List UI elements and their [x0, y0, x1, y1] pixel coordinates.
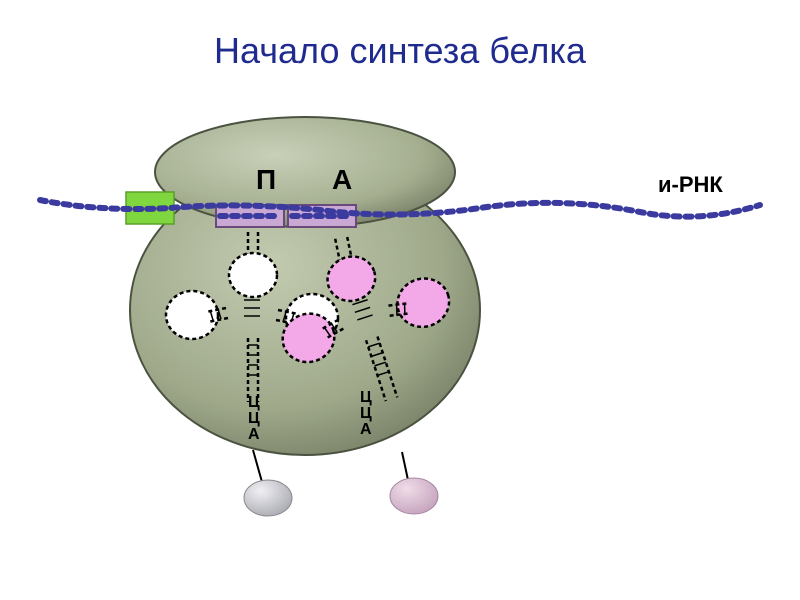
- cca2-c1: Ц: [360, 390, 372, 406]
- cca2-a: А: [360, 422, 372, 438]
- cca1-c2: Ц: [248, 411, 260, 427]
- diagram-title: Начало синтеза белка: [0, 30, 800, 72]
- amino-acid-pink: [390, 478, 438, 514]
- a-site-label: А: [332, 164, 352, 196]
- cca1-a: А: [248, 427, 260, 443]
- cca2-c2: Ц: [360, 406, 372, 422]
- p-site-label: П: [256, 164, 276, 196]
- mrna-label: и-РНК: [658, 172, 723, 198]
- cca1-c1: Ц: [248, 395, 260, 411]
- amino-acid-grey: [244, 480, 292, 516]
